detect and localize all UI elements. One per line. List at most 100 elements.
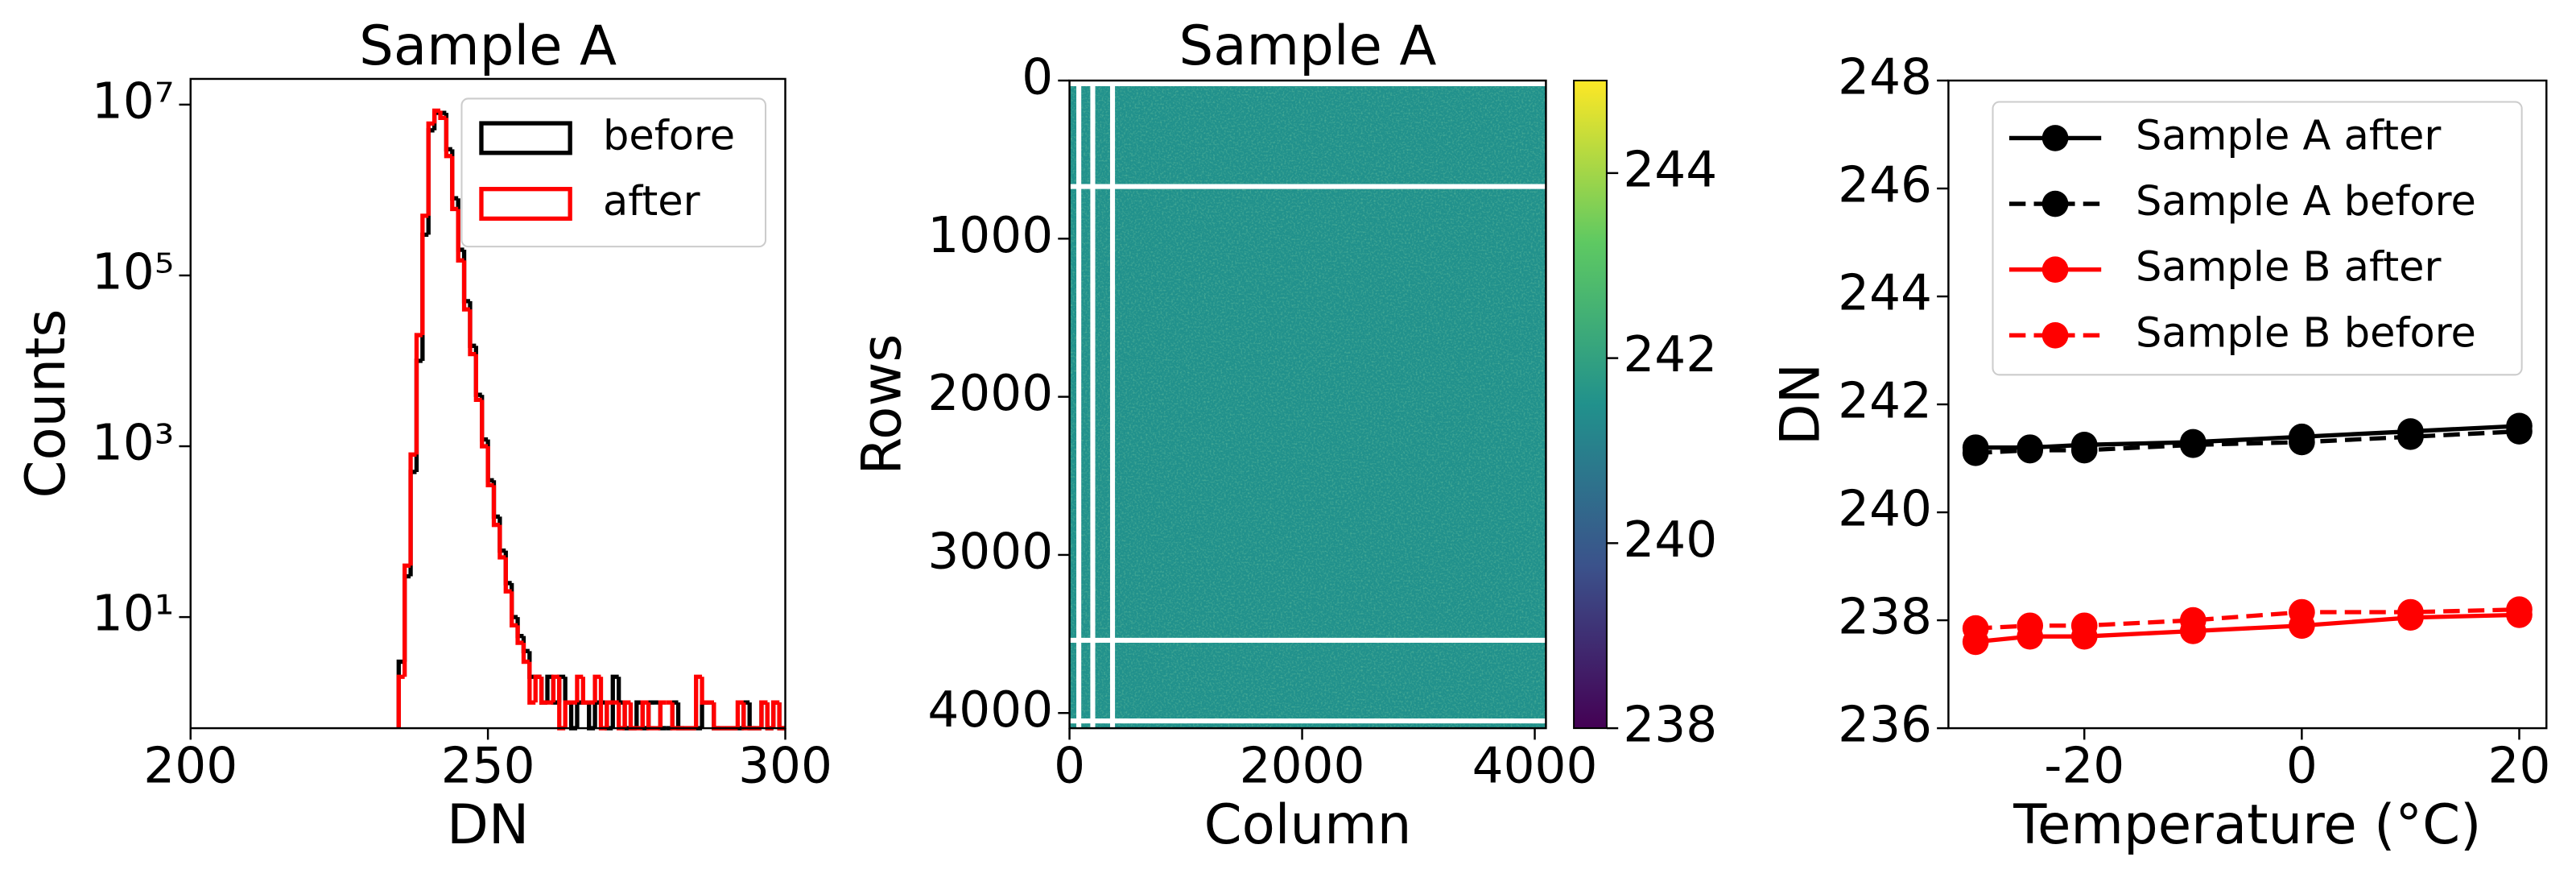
- x-axis-label: Column: [1204, 793, 1412, 856]
- legend-marker: [2041, 322, 2069, 349]
- y-tick-label: 2000: [927, 365, 1053, 422]
- histogram-step: [700, 700, 708, 729]
- legend-box: [1992, 101, 2523, 376]
- y-tick-label: 0: [1022, 49, 1053, 106]
- histogram-step: [675, 702, 684, 731]
- y-tick-label: 244: [1838, 265, 1932, 322]
- histogram-step: [694, 674, 703, 729]
- series-marker: [2397, 423, 2424, 450]
- colorbar-tick-label: 238: [1623, 697, 1717, 754]
- histogram-step: [438, 110, 447, 120]
- histogram-step: [563, 700, 572, 729]
- histogram-step: [491, 485, 500, 528]
- x-tick-label: 0: [1054, 738, 1085, 795]
- series-marker: [2179, 607, 2207, 634]
- y-tick-label: 236: [1838, 697, 1932, 754]
- histogram-step: [646, 702, 654, 731]
- histogram-step: [617, 677, 625, 705]
- chart-title: Sample A: [1179, 14, 1437, 77]
- y-axis-label: Rows: [850, 333, 914, 474]
- y-axis-label: DN: [1768, 363, 1831, 445]
- histogram-step: [426, 121, 435, 216]
- series-marker: [2070, 612, 2098, 640]
- y-tick-label: 10⁵: [92, 244, 174, 301]
- x-tick-label: 300: [738, 738, 832, 795]
- series-marker: [2017, 437, 2044, 464]
- y-tick-label: 246: [1838, 157, 1932, 214]
- y-tick-label: 10⁷: [92, 72, 174, 130]
- legend-label: Sample A after: [2136, 112, 2441, 159]
- histogram-step: [658, 700, 667, 729]
- legend-label: Sample B before: [2136, 309, 2476, 357]
- y-tick-label: 240: [1838, 481, 1932, 538]
- histogram-step: [539, 677, 547, 705]
- histogram-step: [510, 591, 518, 628]
- histogram-step: [563, 677, 572, 705]
- noise-texture: [1069, 81, 1546, 729]
- legend-label: after: [603, 178, 700, 226]
- x-tick-label: 200: [143, 738, 237, 795]
- histogram-step: [551, 674, 559, 703]
- x-tick-label: 250: [441, 738, 535, 795]
- x-tick-label: -20: [2044, 738, 2124, 795]
- legend-swatch: [479, 187, 572, 222]
- legend-label: Sample A before: [2136, 178, 2476, 226]
- y-tick-label: 10³: [92, 415, 174, 472]
- series-marker: [2017, 612, 2044, 640]
- colorbar-tick-label: 240: [1623, 511, 1717, 569]
- histogram-step: [605, 700, 613, 729]
- series-marker: [2289, 429, 2315, 456]
- histogram-step: [450, 155, 459, 212]
- y-tick-label: 4000: [927, 681, 1053, 739]
- histogram-step: [473, 354, 482, 403]
- histogram-step: [414, 333, 423, 455]
- histogram-step: [610, 674, 619, 729]
- colorbar-tick-label: 242: [1623, 326, 1717, 383]
- y-axis-label: Counts: [14, 309, 77, 499]
- chart-title: Sample A: [359, 14, 617, 77]
- legend-marker: [2041, 256, 2069, 284]
- x-axis-label: Temperature (°C): [2013, 793, 2481, 856]
- y-tick-label: 10¹: [92, 586, 174, 643]
- series-line: [1975, 612, 2520, 644]
- histogram-step: [592, 674, 601, 703]
- axes-frame: [1068, 79, 1547, 730]
- series-marker: [1962, 440, 1989, 466]
- histogram-step: [515, 625, 524, 645]
- histogram-step: [533, 674, 542, 703]
- series-line: [1975, 429, 2520, 455]
- histogram-step: [396, 674, 405, 729]
- histogram-step: [712, 702, 720, 731]
- histogram-step: [402, 563, 411, 677]
- y-tick-label: 1000: [927, 207, 1053, 264]
- legend-box: [460, 97, 767, 248]
- legend-label: before: [603, 112, 735, 159]
- series-marker: [2070, 437, 2098, 464]
- series-marker: [2289, 598, 2315, 626]
- legend-label: Sample B after: [2136, 244, 2441, 292]
- x-tick-label: 20: [2488, 738, 2551, 795]
- y-tick-label: 238: [1838, 589, 1932, 646]
- histogram-step: [575, 700, 584, 729]
- series-marker: [2506, 596, 2533, 623]
- series-marker: [1962, 615, 1989, 642]
- legend-marker: [2041, 190, 2069, 217]
- colorbar-tick-label: 244: [1623, 141, 1717, 198]
- y-tick-label: 248: [1838, 49, 1932, 106]
- histogram-step: [527, 661, 536, 705]
- colorbar: [1573, 79, 1608, 730]
- y-tick-label: 3000: [927, 524, 1053, 581]
- histogram-step: [700, 677, 708, 705]
- histogram-step: [580, 677, 589, 705]
- x-tick-label: 4000: [1472, 738, 1598, 795]
- y-tick-label: 242: [1838, 373, 1932, 430]
- histogram-step: [461, 260, 470, 312]
- series-marker: [2506, 418, 2533, 445]
- histogram-step: [747, 702, 756, 731]
- histogram-step: [575, 674, 584, 703]
- x-tick-label: 2000: [1240, 738, 1365, 795]
- x-axis-label: DN: [447, 793, 529, 856]
- series-marker: [2397, 598, 2424, 626]
